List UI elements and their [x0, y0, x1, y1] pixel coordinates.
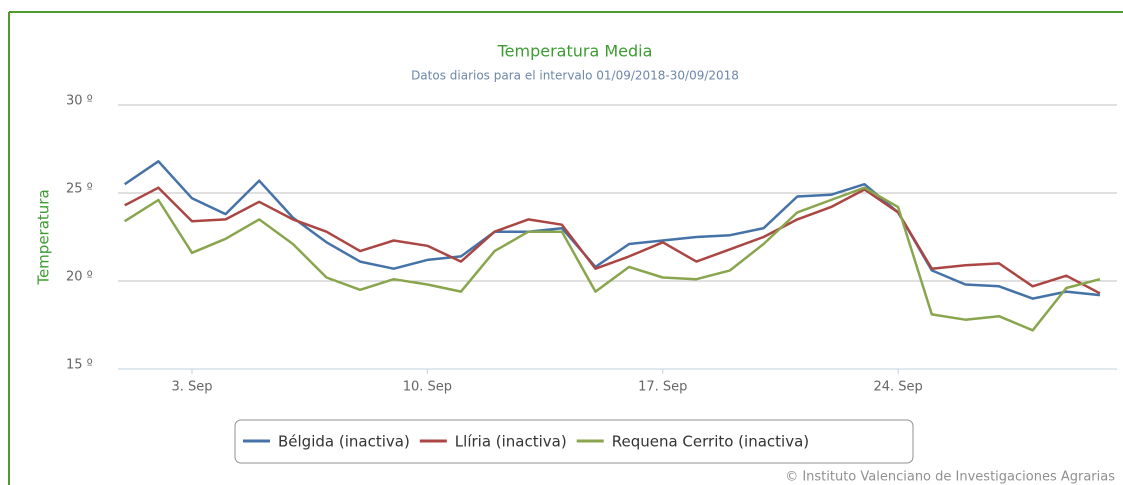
x-tick-label: 24. Sep — [873, 380, 922, 395]
chart-title: Temperatura Media — [497, 42, 653, 61]
y-axis-label: Temperatura — [35, 189, 53, 285]
x-tick-label: 10. Sep — [403, 380, 452, 395]
series-line — [124, 186, 1101, 295]
x-tick-label: 3. Sep — [171, 380, 212, 395]
legend-box — [234, 419, 914, 464]
y-tick-label: 25 º — [66, 182, 93, 197]
credits: © Instituto Valenciano de Investigacione… — [785, 470, 1115, 485]
series-line — [124, 186, 1101, 332]
legend-label: Requena Cerrito (inactiva) — [612, 433, 809, 451]
legend-label: Bélgida (inactiva) — [278, 433, 410, 451]
y-tick-label: 15 º — [66, 358, 93, 373]
y-tick-label: 30 º — [66, 94, 93, 109]
legend-label: Llíria (inactiva) — [455, 433, 567, 451]
y-tick-label: 20 º — [66, 270, 93, 285]
x-tick-label: 17. Sep — [638, 380, 687, 395]
series-line — [123, 160, 1101, 300]
chart-subtitle: Datos diarios para el intervalo 01/09/20… — [411, 69, 739, 83]
